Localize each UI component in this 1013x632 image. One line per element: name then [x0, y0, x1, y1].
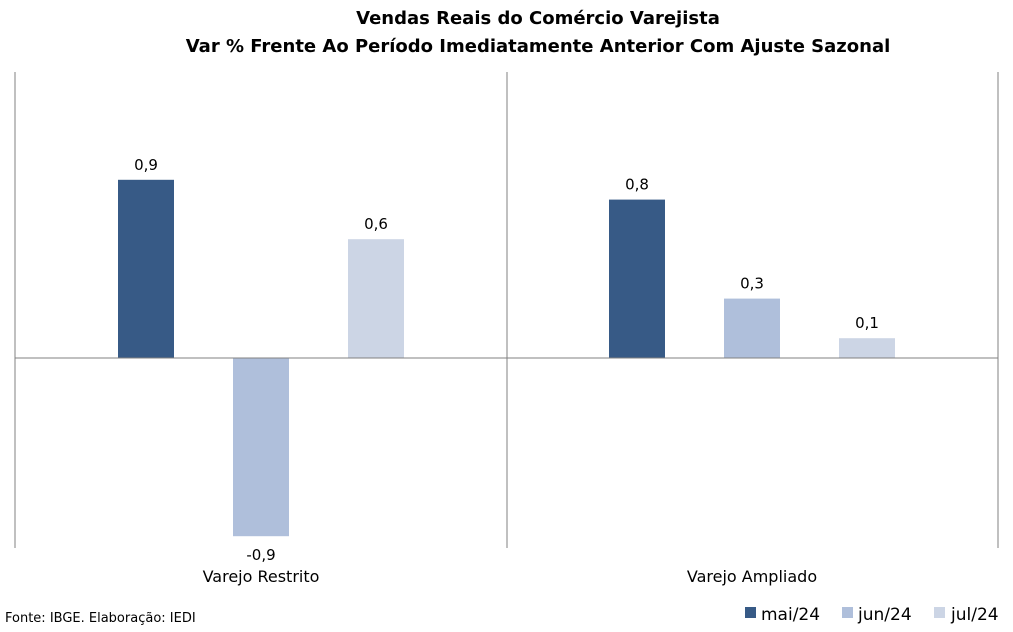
- source-note: Fonte: IBGE. Elaboração: IEDI: [5, 611, 196, 626]
- value-label-jun-restrito: -0,9: [246, 546, 275, 564]
- category-label-ampliado: Varejo Ampliado: [687, 567, 817, 586]
- legend-label-jul: jul/24: [950, 605, 999, 625]
- legend-swatch-mai: [745, 607, 756, 618]
- value-labels: 0,9 -0,9 0,6 0,8 0,3 0,1: [134, 156, 879, 564]
- bar-jun-restrito: [233, 358, 289, 537]
- chart-title: Vendas Reais do Comércio Varejista: [356, 8, 720, 29]
- value-label-jul-ampliado: 0,1: [855, 314, 879, 332]
- bar-mai-ampliado: [609, 199, 665, 358]
- bars-group: [118, 179, 895, 537]
- value-label-jul-restrito: 0,6: [364, 215, 388, 233]
- bar-jun-ampliado: [724, 298, 780, 358]
- value-label-mai-ampliado: 0,8: [625, 176, 649, 194]
- legend-swatch-jun: [842, 607, 853, 618]
- bar-mai-restrito: [118, 179, 174, 358]
- value-label-mai-restrito: 0,9: [134, 156, 158, 174]
- category-label-restrito: Varejo Restrito: [203, 567, 320, 586]
- chart-subtitle: Var % Frente Ao Período Imediatamente An…: [186, 36, 891, 57]
- legend-swatch-jul: [934, 607, 945, 618]
- legend-label-mai: mai/24: [761, 605, 820, 625]
- legend: mai/24 jun/24 jul/24: [745, 605, 999, 625]
- bar-jul-restrito: [348, 239, 404, 358]
- bar-jul-ampliado: [839, 338, 895, 358]
- value-label-jun-ampliado: 0,3: [740, 275, 764, 293]
- legend-label-jun: jun/24: [857, 605, 912, 625]
